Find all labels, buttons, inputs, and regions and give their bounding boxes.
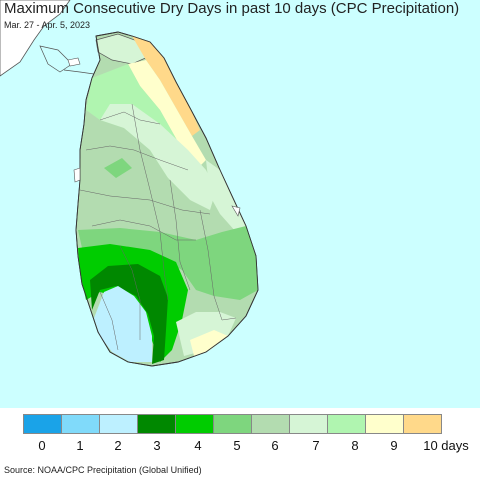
legend-swatch — [289, 414, 328, 434]
legend-swatch — [251, 414, 290, 434]
map-title: Maximum Consecutive Dry Days in past 10 … — [4, 0, 460, 17]
legend-tick: 4 — [194, 438, 202, 453]
legend-swatch — [175, 414, 214, 434]
zone-band-5 — [78, 226, 258, 300]
sri-lanka-coastline — [75, 31, 259, 367]
legend-tick: 0 — [38, 438, 46, 453]
dry-zone-northeast-inner — [128, 60, 206, 170]
zone-east — [206, 160, 246, 232]
zone-band-2 — [94, 286, 152, 362]
legend-tick: 1 — [76, 438, 84, 453]
india-coast-detail — [39, 45, 73, 73]
zone-patch-5 — [104, 158, 132, 178]
legend-tick: 9 — [390, 438, 398, 453]
zone-north-pale — [100, 104, 216, 210]
island — [73, 167, 81, 183]
legend-swatch — [403, 414, 442, 434]
island — [67, 57, 81, 67]
legend-tick: 6 — [271, 438, 279, 453]
dry-zone-northeast — [132, 36, 200, 136]
color-legend — [23, 414, 442, 434]
legend-tick: 5 — [233, 438, 241, 453]
zone-southeast-yellow — [190, 330, 228, 356]
legend-swatch — [365, 414, 404, 434]
legend-swatch — [327, 414, 366, 434]
legend-ticks: 0 1 2 3 4 5 6 7 8 9 10 days — [0, 438, 480, 456]
district-boundaries — [79, 103, 237, 351]
legend-swatch — [213, 414, 252, 434]
india-coast-detail — [63, 69, 95, 75]
india-landmass — [0, 0, 71, 77]
legend-tick: 3 — [153, 438, 161, 453]
legend-tick: 7 — [312, 438, 320, 453]
legend-tick: 8 — [351, 438, 359, 453]
legend-swatch — [99, 414, 138, 434]
legend-tick: 2 — [114, 438, 122, 453]
date-range: Mar. 27 - Apr. 5, 2023 — [4, 20, 91, 30]
legend-swatch — [23, 414, 62, 434]
zone-band-3 — [90, 264, 168, 364]
source-credit: Source: NOAA/CPC Precipitation (Global U… — [4, 465, 202, 475]
legend-swatch — [61, 414, 100, 434]
map-area — [0, 0, 480, 408]
legend-swatch — [137, 414, 176, 434]
legend-tick: 10 days — [423, 438, 469, 453]
island — [231, 205, 241, 217]
